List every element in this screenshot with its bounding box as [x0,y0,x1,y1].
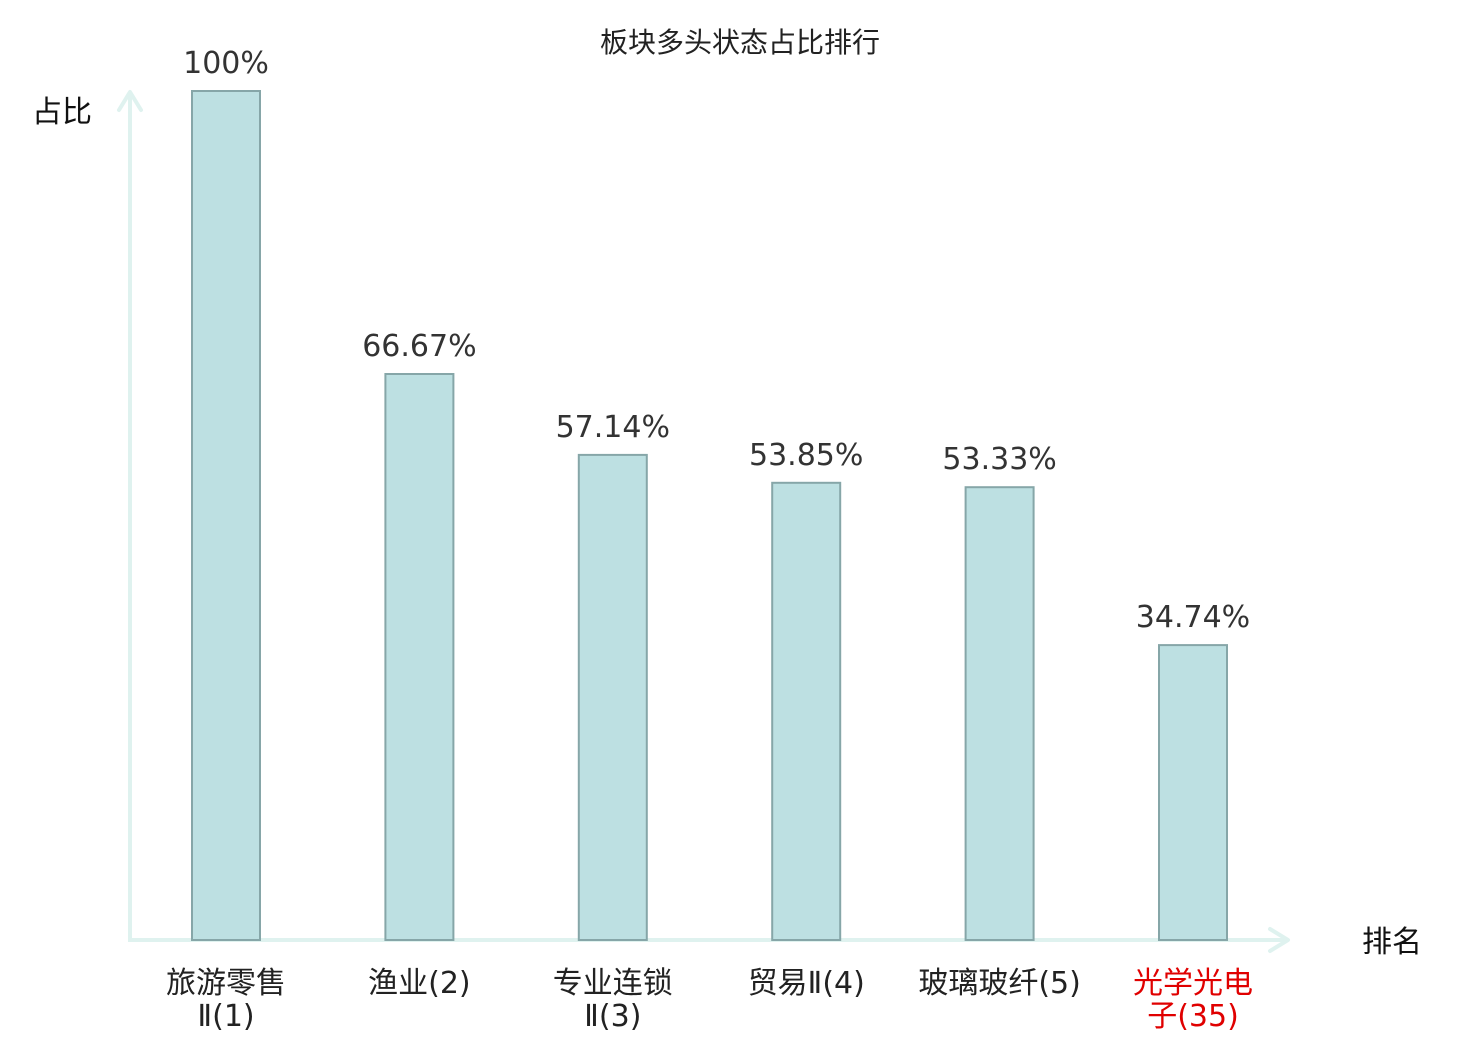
x-tick-label: Ⅱ(1) [197,999,254,1034]
bar [1158,644,1228,941]
bar [577,453,648,941]
bar [191,90,261,941]
x-tick-label: 专业连锁 [553,966,673,1001]
x-tick-label: Ⅱ(3) [584,999,641,1034]
x-axis-arrow-icon [1268,927,1290,953]
bar-value-label: 53.85% [749,438,863,473]
bar-value-label: 66.67% [362,329,476,364]
bar-value-label: 100% [183,46,269,81]
y-axis [117,90,143,940]
x-tick-label: 贸易Ⅱ(4) [748,966,865,1001]
chart-title: 板块多头状态占比排行 [600,26,880,59]
bar-series [191,90,1228,941]
x-tick-label: 旅游零售 [166,966,286,1001]
x-axis [128,927,1290,953]
x-axis-label: 排名 [1362,925,1422,960]
bar-value-label: 57.14% [556,410,670,445]
bar [771,481,842,941]
value-labels: 100% 66.67% 57.14% 53.85% 53.33% 34.74% [183,46,1250,635]
x-tick-label: 渔业(2) [368,966,471,1001]
bar-value-label: 34.74% [1136,600,1250,635]
bar-value-label: 53.33% [942,442,1056,477]
y-axis-arrow-icon [117,90,143,112]
y-axis-label: 占比 [32,95,92,130]
x-tick-label: 光学光电 [1133,966,1253,1001]
bar [384,373,455,941]
x-tick-label: 子(35) [1147,999,1239,1034]
x-tick-label: 玻璃玻纤(5) [918,966,1081,1001]
bar [964,486,1035,941]
